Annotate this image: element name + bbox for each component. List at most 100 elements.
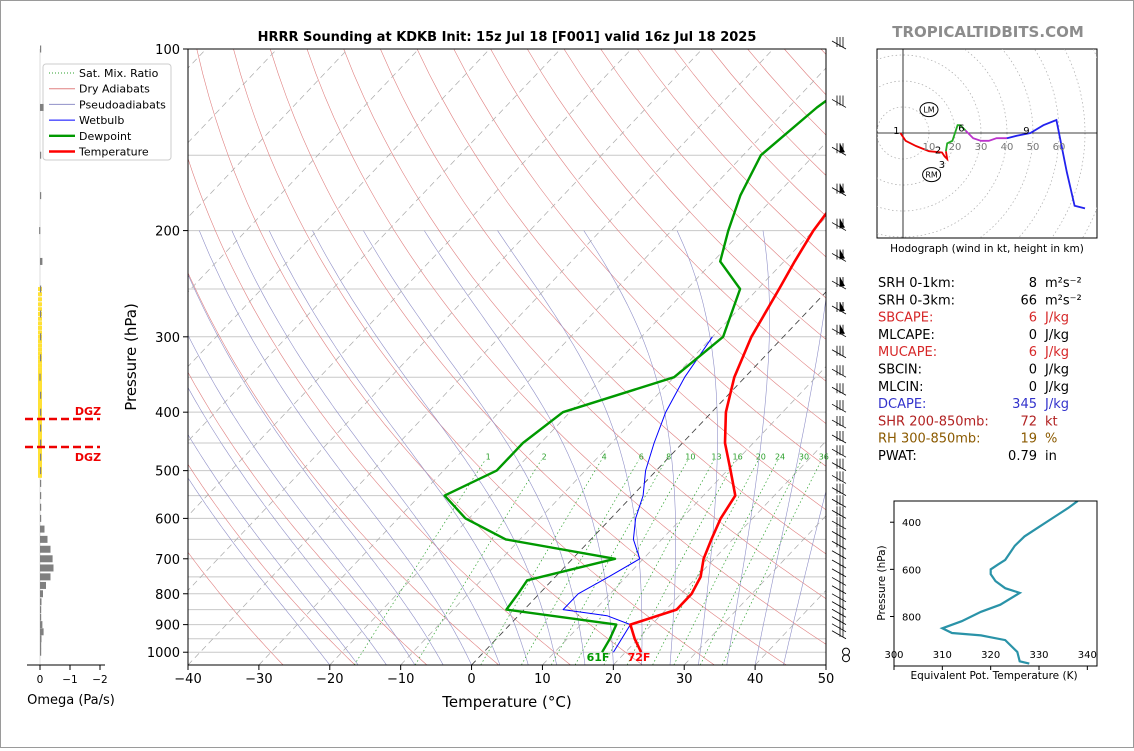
pseudoadiabat-line <box>726 230 770 665</box>
skewt-grid <box>188 49 826 665</box>
pseudoadiabat-line <box>363 230 586 665</box>
wind-barb <box>831 605 847 618</box>
param-unit: J/kg <box>1044 380 1069 395</box>
omega-bar <box>40 439 42 447</box>
barb-staff <box>831 550 847 560</box>
pseudoadiabat-line <box>188 334 416 665</box>
wind-barb <box>831 612 847 625</box>
hodograph-height-label: 2 <box>935 146 941 157</box>
omega-bar <box>40 606 42 614</box>
barb-staff <box>831 368 847 378</box>
storm-motion-marker <box>922 167 942 183</box>
dry-adiabat-line <box>490 49 826 424</box>
dry-adiabat-line <box>233 49 715 665</box>
theta-e-profile <box>939 501 1079 665</box>
x-tick-label: 20 <box>605 672 622 687</box>
isotherm-line <box>188 49 490 368</box>
hodograph-ring-label: 10 <box>923 142 936 153</box>
legend-label: Sat. Mix. Ratio <box>79 67 159 80</box>
wind-barb <box>831 345 847 359</box>
mixing-ratio-line <box>414 459 542 665</box>
pseudoadiabat-line <box>188 387 387 665</box>
wind-barb <box>831 365 847 378</box>
legend-label: Dry Adiabats <box>79 83 150 96</box>
dgz-marker <box>38 446 42 451</box>
mixing-ratio-label: 16 <box>733 453 743 462</box>
storm-motion-marker <box>919 102 939 118</box>
dry-adiabat-line <box>188 551 284 665</box>
barb-flag <box>840 249 845 259</box>
param-label: MUCAPE: <box>878 345 937 360</box>
theta-e-x-tick-label: 330 <box>1029 650 1048 661</box>
omega-bar <box>40 285 42 293</box>
pseudoadiabat-line <box>424 230 614 665</box>
watermark: TROPICALTIDBITS.COM <box>892 23 1084 41</box>
omega-bar <box>40 408 42 416</box>
barb-flag <box>840 218 845 228</box>
mixing-ratio-label: 13 <box>711 453 721 462</box>
param-unit: J/kg <box>1044 363 1069 378</box>
theta-e-panel: 300 310 320 330 340 400 600 800 Equivalent Pot.… <box>876 500 1098 682</box>
hodograph-ring-label: 50 <box>1027 142 1040 153</box>
omega-bar <box>40 535 48 543</box>
wind-barb <box>831 597 847 610</box>
legend: Sat. Mix. Ratio Dry Adiabats Pseudoadiabat… <box>42 63 172 161</box>
omega-bar <box>40 628 44 636</box>
mixing-ratio-line <box>353 459 486 665</box>
omega-tick-label: −2 <box>92 674 107 686</box>
hodograph: 10 20 30 40 50 60 1 2 3 6 9 LM RM Hodograph (wind in… <box>876 48 1098 255</box>
barb-staff <box>831 253 847 262</box>
wind-barb <box>831 383 847 396</box>
hodograph-ring-label: 40 <box>1001 142 1014 153</box>
hodograph-height-label: 1 <box>893 126 899 137</box>
omega-bar <box>40 192 42 200</box>
barb-flag <box>840 324 845 334</box>
wind-barb <box>831 400 847 413</box>
dgz-marker <box>38 343 42 348</box>
barb-staff <box>831 568 847 578</box>
isotherm-line <box>188 49 774 665</box>
param-value: 0.79 <box>1008 449 1037 464</box>
dgz-marker <box>38 378 42 383</box>
skewt-frame <box>187 48 827 666</box>
omega-bar <box>40 648 42 656</box>
dgz-marker <box>38 367 42 372</box>
wind-barb <box>831 143 847 156</box>
omega-bar <box>40 503 42 511</box>
wind-barb <box>831 445 847 458</box>
dgz-marker <box>38 330 42 335</box>
dry-adiabat-line <box>188 272 499 665</box>
barb-flag <box>840 183 845 193</box>
mixing-ratio-line <box>521 459 640 665</box>
hodograph-height-label: 3 <box>939 160 945 171</box>
mixing-ratio-line <box>652 459 759 665</box>
omega-panel: 0 −1 −2 DGZ DGZ Omega (Pa/s) <box>25 45 115 708</box>
dgz-marker <box>38 419 42 424</box>
y-tick-label: 900 <box>155 619 180 634</box>
barb-flag <box>840 277 845 287</box>
barb-staff <box>831 349 847 359</box>
barb-staff <box>831 616 847 625</box>
dgz-bottom-label: DGZ <box>75 451 101 464</box>
dry-adiabat-line <box>416 49 826 511</box>
wind-barb <box>831 471 847 484</box>
wind-barb <box>831 416 847 429</box>
y-tick-label: 800 <box>155 588 180 603</box>
dgz-marker <box>38 449 42 454</box>
param-unit: J/kg <box>1044 311 1069 326</box>
barb-staff <box>831 448 847 458</box>
theta-e-y-tick-label: 600 <box>902 565 921 576</box>
mixing-ratio-line <box>480 459 602 665</box>
barb-staff <box>831 99 847 108</box>
x-tick-label: 10 <box>534 672 551 687</box>
param-label: SBCIN: <box>878 363 922 378</box>
param-unit: in <box>1045 449 1057 464</box>
omega-bar <box>40 635 42 643</box>
y-tick-label: 500 <box>155 465 180 480</box>
param-value: 72 <box>1020 414 1037 429</box>
temperature-line <box>629 211 826 653</box>
skewt-plot: −40 −30 −20 −10 0 10 20 30 40 50 100 200 300 400 500 6… <box>42 37 850 711</box>
dgz-marker <box>38 339 42 344</box>
dgz-marker <box>38 325 42 330</box>
wind-barb <box>831 277 847 290</box>
